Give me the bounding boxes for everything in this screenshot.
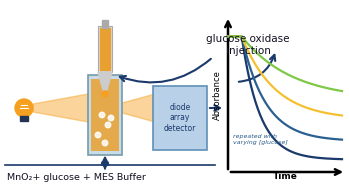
Circle shape <box>99 112 105 118</box>
FancyBboxPatch shape <box>91 79 119 151</box>
Circle shape <box>105 122 111 128</box>
FancyBboxPatch shape <box>98 26 112 72</box>
Circle shape <box>108 115 114 121</box>
Polygon shape <box>98 72 112 90</box>
FancyBboxPatch shape <box>153 86 207 150</box>
Polygon shape <box>101 157 109 165</box>
Text: Time: Time <box>273 172 297 181</box>
Polygon shape <box>33 94 88 122</box>
Text: diode
array
detector: diode array detector <box>164 103 196 133</box>
Circle shape <box>15 99 33 117</box>
Bar <box>20 116 28 121</box>
Text: Absorbance: Absorbance <box>213 70 222 120</box>
Circle shape <box>102 91 108 97</box>
Text: glucose oxidase
injection: glucose oxidase injection <box>206 34 290 56</box>
Bar <box>100 28 110 70</box>
Polygon shape <box>122 94 155 122</box>
Bar <box>102 20 108 28</box>
Text: MnO₂+ glucose + MES Buffer: MnO₂+ glucose + MES Buffer <box>7 173 146 181</box>
Text: repeated with
varying [glucose]: repeated with varying [glucose] <box>233 134 288 145</box>
Circle shape <box>102 140 108 146</box>
Circle shape <box>95 132 101 138</box>
FancyBboxPatch shape <box>88 75 122 155</box>
